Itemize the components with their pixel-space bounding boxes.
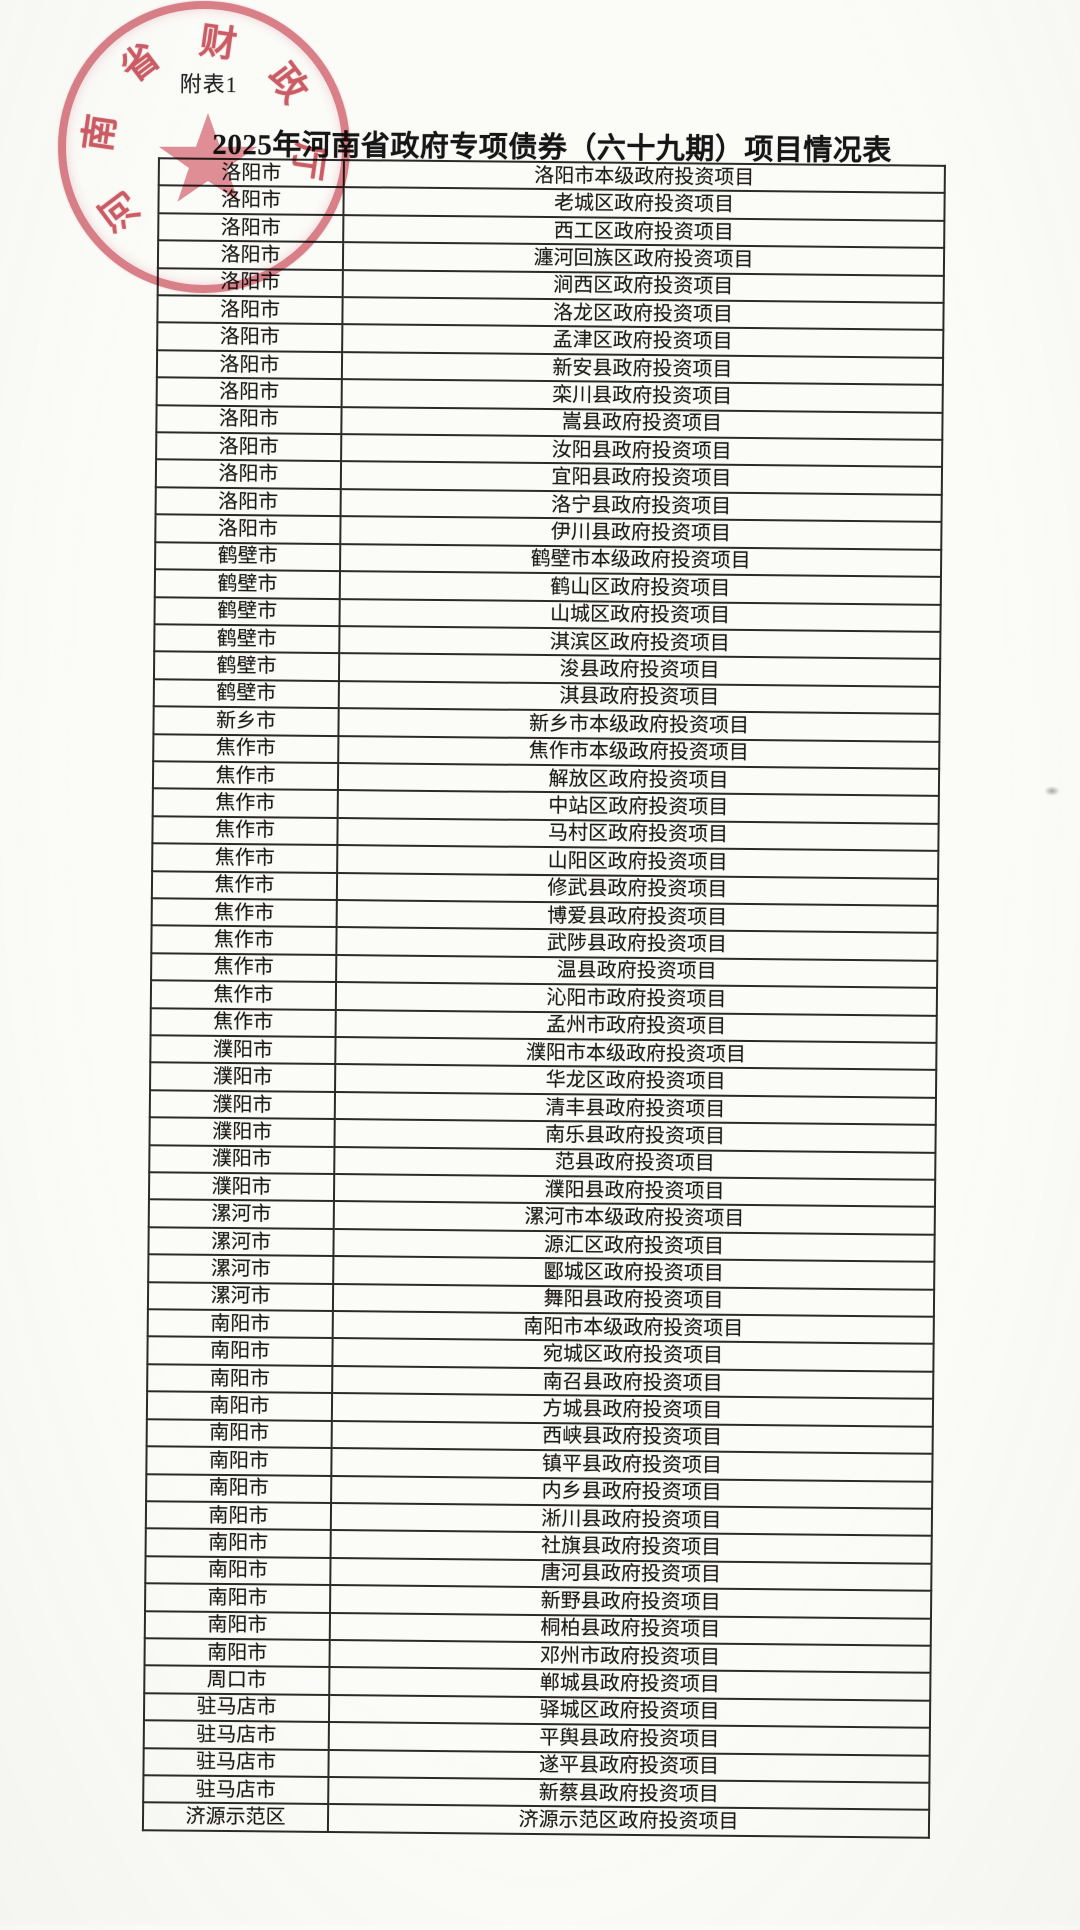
projects-table: 洛阳市 洛阳市本级政府投资项目 洛阳市 老城区政府投资项目 洛阳市 西工区政府投… (142, 157, 946, 1838)
city-cell: 濮阳市 (150, 1062, 336, 1092)
city-cell: 南阳市 (146, 1391, 333, 1421)
projects-table-body: 洛阳市 洛阳市本级政府投资项目 洛阳市 老城区政府投资项目 洛阳市 西工区政府投… (142, 158, 945, 1838)
city-cell: 济源示范区 (142, 1802, 329, 1833)
city-cell: 鹤壁市 (155, 541, 341, 572)
city-cell: 焦作市 (153, 733, 339, 763)
appendix-label: 附表1 (179, 71, 238, 98)
city-cell: 驻马店市 (143, 1747, 329, 1777)
city-cell: 焦作市 (151, 953, 337, 983)
city-cell: 南阳市 (145, 1528, 331, 1558)
city-cell: 濮阳市 (149, 1090, 336, 1120)
city-cell: 濮阳市 (149, 1144, 335, 1175)
city-cell: 鹤壁市 (154, 569, 341, 599)
city-cell: 漯河市 (148, 1254, 334, 1284)
city-cell: 新乡市 (153, 706, 339, 736)
city-cell: 驻马店市 (143, 1775, 329, 1805)
city-cell: 南阳市 (145, 1501, 332, 1531)
city-cell: 洛阳市 (157, 295, 343, 325)
city-cell: 焦作市 (151, 925, 337, 955)
city-cell: 鹤壁市 (154, 596, 340, 626)
city-cell: 南阳市 (146, 1418, 332, 1449)
city-cell: 洛阳市 (156, 404, 342, 435)
city-cell: 焦作市 (150, 1007, 336, 1038)
city-cell: 洛阳市 (157, 240, 344, 270)
city-cell: 驻马店市 (143, 1692, 330, 1723)
city-cell: 洛阳市 (157, 322, 343, 352)
city-cell: 焦作市 (152, 761, 339, 791)
city-cell: 洛阳市 (156, 350, 343, 380)
city-cell: 南阳市 (144, 1610, 331, 1640)
city-cell: 焦作市 (152, 788, 338, 818)
city-cell: 洛阳市 (158, 185, 344, 215)
city-cell: 焦作市 (152, 843, 338, 873)
city-cell: 南阳市 (146, 1473, 332, 1503)
city-cell: 焦作市 (151, 870, 338, 901)
city-cell: 鹤壁市 (153, 678, 339, 709)
city-cell: 鹤壁市 (153, 651, 340, 681)
city-cell: 濮阳市 (149, 1117, 335, 1147)
city-cell: 南阳市 (145, 1555, 331, 1586)
city-cell: 焦作市 (152, 816, 338, 846)
city-cell: 南阳市 (146, 1446, 332, 1476)
city-cell: 驻马店市 (143, 1720, 329, 1750)
city-cell: 洛阳市 (155, 459, 342, 489)
city-cell: 南阳市 (144, 1638, 330, 1668)
city-cell: 南阳市 (147, 1309, 333, 1339)
city-cell: 漯河市 (148, 1227, 334, 1257)
city-cell: 洛阳市 (158, 213, 344, 243)
city-cell: 洛阳市 (158, 158, 344, 188)
city-cell: 洛阳市 (157, 267, 343, 298)
city-cell: 焦作市 (151, 898, 337, 928)
scan-artifact-speck (1044, 786, 1060, 796)
city-cell: 鹤壁市 (154, 624, 340, 654)
city-cell: 南阳市 (145, 1583, 331, 1613)
project-cell: 济源示范区政府投资项目 (327, 1804, 930, 1838)
city-cell: 南阳市 (147, 1336, 333, 1366)
city-cell: 焦作市 (150, 980, 337, 1010)
city-cell: 漯河市 (148, 1199, 334, 1229)
city-cell: 洛阳市 (156, 377, 342, 407)
city-cell: 洛阳市 (155, 487, 341, 517)
city-cell: 濮阳市 (148, 1172, 335, 1202)
city-cell: 周口市 (144, 1665, 330, 1695)
city-cell: 漯河市 (147, 1281, 334, 1312)
city-cell: 濮阳市 (150, 1035, 336, 1065)
city-cell: 南阳市 (147, 1364, 333, 1394)
city-cell: 洛阳市 (155, 514, 341, 544)
city-cell: 洛阳市 (156, 432, 342, 462)
